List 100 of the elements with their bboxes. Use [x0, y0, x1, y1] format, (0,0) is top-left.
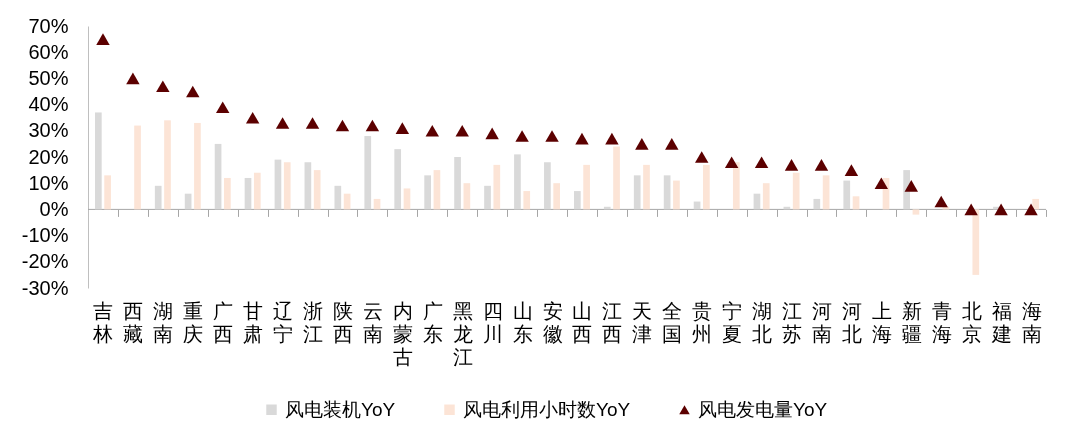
- bar: [394, 149, 402, 210]
- bar: [912, 209, 920, 215]
- bar: [283, 162, 291, 210]
- y-tick-label: 10%: [28, 171, 69, 194]
- x-tick-label: 重庆: [183, 299, 204, 345]
- x-tick-label: 辽宁: [273, 299, 294, 345]
- bar: [364, 136, 372, 210]
- x-tick-label: 安徽: [542, 299, 563, 345]
- bar: [633, 175, 641, 210]
- point: [455, 124, 469, 137]
- y-tick-label: 20%: [28, 145, 69, 168]
- point: [216, 101, 230, 114]
- y-tick-label: -10%: [21, 224, 69, 247]
- bar: [94, 112, 102, 210]
- x-tick-label: 山东: [512, 299, 533, 345]
- x-tick-label: 云南: [362, 299, 383, 345]
- point: [545, 130, 559, 142]
- bar: [792, 172, 800, 210]
- x-tick-label: 湖北: [752, 299, 773, 345]
- bar: [573, 191, 581, 210]
- y-tick-label: -20%: [21, 250, 69, 273]
- point: [485, 127, 499, 140]
- bar: [762, 183, 770, 210]
- bar: [313, 170, 321, 210]
- x-tick-label: 河北: [841, 299, 862, 345]
- bar: [484, 185, 491, 210]
- y-tick-label: 0%: [39, 197, 69, 220]
- bar: [732, 162, 740, 210]
- point: [365, 119, 380, 132]
- bar: [1032, 198, 1040, 210]
- point: [934, 195, 948, 208]
- point: [874, 177, 889, 190]
- bar: [403, 188, 411, 210]
- legend-label: 风电利用小时数YoY: [463, 398, 631, 420]
- point: [96, 33, 110, 45]
- point: [724, 156, 739, 169]
- x-tick-label: 四川: [482, 299, 503, 345]
- point: [515, 130, 529, 142]
- bar: [972, 209, 980, 275]
- y-tick-label: 30%: [28, 119, 69, 142]
- x-tick-label: 海南: [1021, 299, 1042, 345]
- y-tick-label: 50%: [28, 66, 69, 89]
- bar: [224, 177, 231, 210]
- x-tick-label: 北京: [961, 299, 982, 345]
- bar: [164, 120, 171, 210]
- x-tick-label: 新疆: [901, 299, 922, 345]
- y-tick-label: -30%: [21, 276, 69, 299]
- point: [904, 180, 918, 192]
- point: [186, 85, 200, 98]
- x-tick-label: 福建: [990, 299, 1012, 345]
- bar: [454, 157, 461, 210]
- point: [994, 203, 1008, 216]
- x-tick-label: 内蒙古: [392, 299, 413, 368]
- bar: [703, 164, 710, 210]
- point: [754, 156, 769, 169]
- point: [126, 72, 140, 85]
- x-tick-label: 全国: [662, 299, 683, 345]
- point: [245, 111, 260, 124]
- point: [275, 117, 290, 129]
- point: [335, 119, 350, 132]
- bar: [523, 191, 531, 210]
- bar: [843, 180, 851, 210]
- bar: [194, 122, 201, 210]
- point: [425, 124, 439, 137]
- bar: [134, 125, 141, 210]
- x-tick-label: 贵州: [692, 299, 713, 345]
- bar: [673, 180, 680, 210]
- point: [635, 138, 649, 150]
- x-tick-label: 江苏: [782, 299, 803, 345]
- point: [695, 151, 709, 163]
- x-tick-label: 青海: [931, 299, 952, 345]
- x-tick-label: 甘肃: [243, 299, 264, 345]
- bar: [583, 164, 590, 210]
- x-tick-label: 浙江: [303, 299, 324, 345]
- legend-label: 风电装机YoY: [285, 398, 396, 420]
- bar: [514, 154, 521, 210]
- x-tick-label: 黑龙江: [452, 299, 473, 368]
- bar: [334, 185, 342, 210]
- point: [844, 164, 859, 176]
- point: [395, 122, 410, 134]
- y-tick-label: 40%: [28, 93, 69, 116]
- bar: [613, 146, 620, 210]
- x-tick-label: 江西: [602, 299, 623, 345]
- point: [305, 117, 320, 129]
- x-tick-label: 天津: [632, 299, 653, 345]
- x-tick-label: 广西: [213, 299, 234, 345]
- x-tick-label: 山西: [572, 299, 593, 345]
- point: [665, 138, 679, 150]
- bar: [544, 162, 551, 210]
- point: [156, 80, 170, 93]
- bar: [903, 170, 910, 210]
- x-tick-label: 河南: [811, 299, 832, 345]
- legend-label: 风电发电量YoY: [698, 398, 828, 420]
- bar: [643, 164, 650, 210]
- x-tick-label: 宁夏: [722, 299, 743, 345]
- point: [964, 203, 978, 216]
- y-tick-label: 70%: [28, 14, 69, 37]
- point: [814, 159, 829, 171]
- y-tick-label: 60%: [28, 40, 69, 63]
- bar: [154, 185, 162, 210]
